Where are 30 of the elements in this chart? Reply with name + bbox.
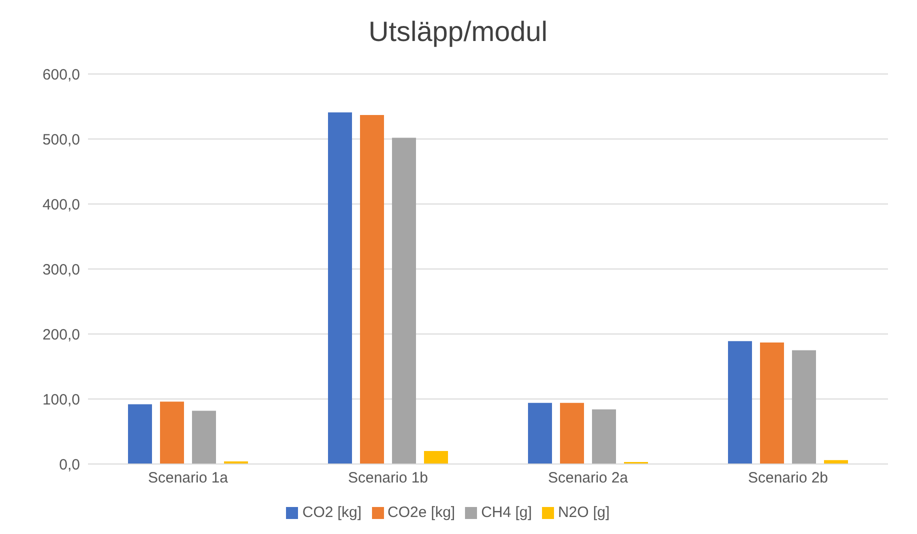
bar <box>192 410 216 464</box>
bar <box>160 402 184 464</box>
y-tick-label: 500,0 <box>42 131 80 148</box>
bar <box>760 342 784 464</box>
legend-label: N2O [g] <box>558 504 610 521</box>
bar <box>728 341 752 464</box>
bar <box>328 112 352 464</box>
bar <box>128 404 152 464</box>
x-tick-label: Scenario 2a <box>548 470 629 487</box>
x-tick-label: Scenario 2b <box>748 470 828 487</box>
legend-label: CO2e [kg] <box>388 504 456 521</box>
legend-label: CH4 [g] <box>481 504 532 521</box>
bar <box>824 460 848 464</box>
y-tick-label: 200,0 <box>42 326 80 344</box>
x-tick-label: Scenario 1a <box>148 470 229 487</box>
bar <box>592 409 616 464</box>
bar <box>392 138 416 464</box>
y-tick-label: 400,0 <box>42 196 80 214</box>
y-tick-label: 600,0 <box>42 66 80 84</box>
x-tick-label: Scenario 1b <box>348 470 428 487</box>
chart-title: Utsläpp/modul <box>368 15 548 49</box>
y-tick-label: 100,0 <box>42 391 80 408</box>
y-tick-label: 0,0 <box>59 456 80 474</box>
bar <box>360 114 384 464</box>
bar <box>792 350 816 464</box>
bar <box>560 402 584 464</box>
bar <box>424 451 448 464</box>
legend-label: CO2 [kg] <box>302 504 362 521</box>
bar <box>528 402 552 464</box>
y-tick-label: 300,0 <box>42 261 80 278</box>
